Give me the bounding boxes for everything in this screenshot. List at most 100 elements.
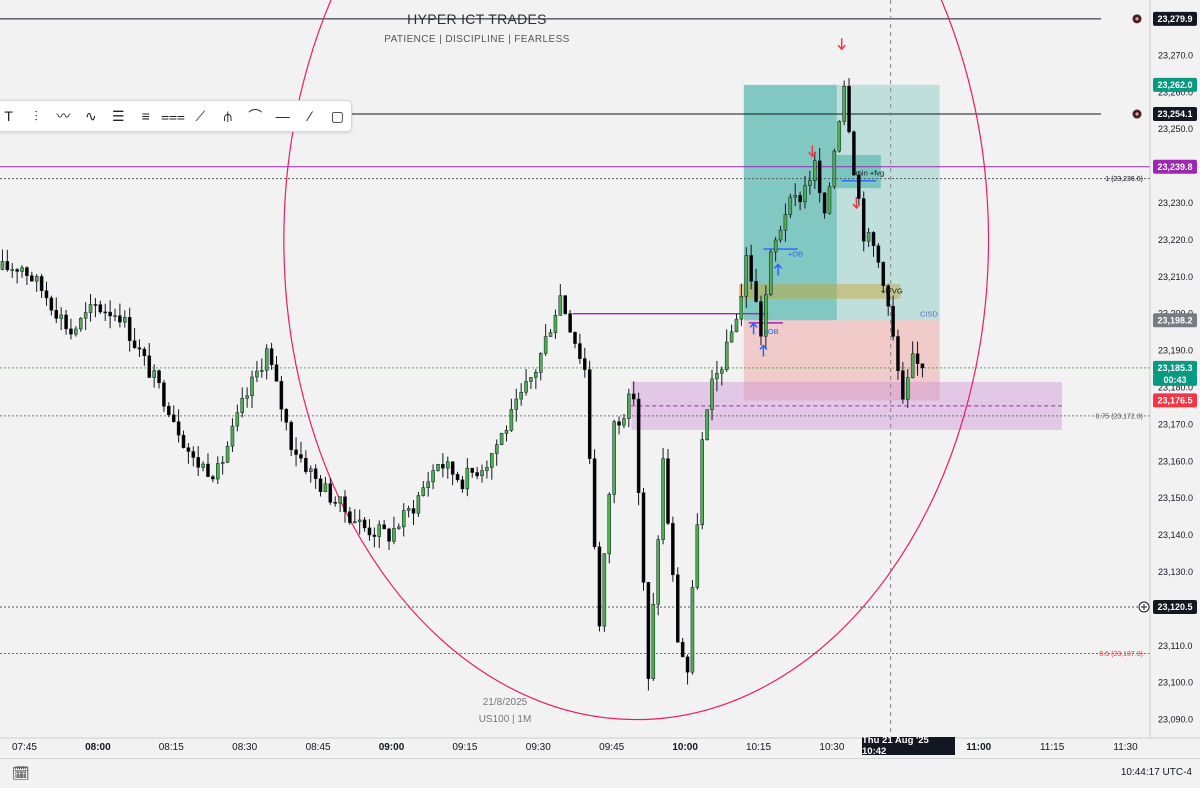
candle xyxy=(646,581,651,691)
price-tick-label: 23,250.0 xyxy=(1158,124,1193,134)
arc-tool-icon[interactable]: ⌒ xyxy=(248,108,263,124)
price-badge-text: 23,176.5 xyxy=(1157,396,1192,406)
candle-body xyxy=(392,528,396,542)
candle-body xyxy=(225,445,230,463)
candle-body xyxy=(553,315,558,333)
candle-body xyxy=(685,656,690,673)
candle-body xyxy=(901,370,905,400)
candle xyxy=(127,307,132,352)
pitchfork-icon[interactable]: ⫛ xyxy=(223,107,232,124)
candle xyxy=(118,303,122,328)
time-tick-label: 11:30 xyxy=(1113,742,1138,753)
candle-body xyxy=(323,483,328,492)
path-tool-icon[interactable]: ∿ xyxy=(85,107,97,124)
brush-tool-icon[interactable]: 〰 xyxy=(56,108,71,124)
price-badge-bg xyxy=(1153,77,1197,92)
candle-body xyxy=(886,285,890,307)
candle xyxy=(441,453,445,478)
candle-body xyxy=(920,363,925,369)
candle xyxy=(729,324,734,343)
candle xyxy=(318,474,323,497)
candle xyxy=(289,420,293,457)
candle xyxy=(411,500,416,526)
candle xyxy=(666,449,670,525)
fib-fan-icon[interactable]: ⟋ xyxy=(195,107,206,124)
candle-body xyxy=(215,463,220,480)
candle xyxy=(401,503,406,537)
candle xyxy=(710,369,714,421)
arrow-head xyxy=(759,344,768,351)
time-tick-label: 08:45 xyxy=(306,742,331,753)
candle-body xyxy=(211,476,215,480)
candle-body xyxy=(783,214,788,231)
candle-body xyxy=(651,604,656,679)
candle-body xyxy=(675,574,680,643)
candle-body xyxy=(822,192,827,214)
candle-body xyxy=(289,422,293,451)
countdown-text: 00:43 xyxy=(1163,375,1186,385)
candle xyxy=(627,388,631,428)
candle xyxy=(49,295,54,316)
candle-body xyxy=(255,370,259,378)
pin-tool-icon[interactable]: ⫶ xyxy=(34,107,38,124)
candle-body xyxy=(445,461,450,469)
trend-line-icon[interactable]: ⁄ xyxy=(308,108,312,124)
horizontal-line-icon[interactable]: — xyxy=(275,108,290,124)
candle xyxy=(304,450,308,475)
regression-trend-icon[interactable]: ≡ xyxy=(141,108,150,124)
candle xyxy=(103,303,107,321)
candle-body xyxy=(397,526,401,529)
candle-body xyxy=(524,381,528,393)
candle-body xyxy=(401,510,406,528)
candle xyxy=(264,344,269,380)
time-tick-label: 07:45 xyxy=(12,742,37,753)
candle-body xyxy=(39,276,44,292)
candle xyxy=(759,295,763,346)
candle xyxy=(778,225,783,243)
arrow-up-icon xyxy=(774,263,783,276)
candle-body xyxy=(279,381,284,410)
candle xyxy=(137,339,142,358)
fib-level-label: 0.5 (23,107.9) xyxy=(1099,651,1143,658)
candle-body xyxy=(465,467,470,490)
candle-body xyxy=(328,483,333,503)
parallel-channel-icon[interactable]: ☰ xyxy=(111,107,125,124)
candle xyxy=(362,516,367,532)
candle xyxy=(465,458,470,497)
candle-body xyxy=(754,281,758,302)
fib-retracement-icon[interactable]: ⩶ xyxy=(161,107,186,124)
calendar-icon[interactable]: 🗓 xyxy=(12,765,30,781)
candle xyxy=(720,366,724,386)
price-tick-label: 23,210.0 xyxy=(1158,272,1193,282)
candle xyxy=(822,192,827,219)
candle xyxy=(896,329,900,380)
candle-body xyxy=(494,444,499,454)
candle-body xyxy=(103,311,107,314)
arrow-up-icon xyxy=(759,344,768,357)
price-tick-label: 23,180.0 xyxy=(1158,382,1193,392)
candle-body xyxy=(798,195,802,203)
bottom-toolbar: 🗓 10:44:17 UTC-4 xyxy=(0,758,1200,788)
candle xyxy=(700,432,705,530)
candle xyxy=(744,247,749,308)
candle xyxy=(504,425,509,442)
text-tool-icon[interactable]: T xyxy=(4,108,13,124)
fib-arc xyxy=(283,0,990,721)
candle-body xyxy=(509,409,514,431)
rectangle-tool-icon[interactable]: ▢ xyxy=(330,107,344,124)
candle-body xyxy=(891,305,895,337)
price-tick-label: 23,170.0 xyxy=(1158,419,1193,429)
candle-body xyxy=(534,372,538,378)
candle xyxy=(583,347,587,378)
candle-body xyxy=(93,304,98,306)
candle xyxy=(59,307,63,331)
candle xyxy=(250,370,254,408)
candle-body xyxy=(313,468,318,480)
candle xyxy=(162,379,166,412)
candle xyxy=(142,346,147,366)
candle-body xyxy=(421,487,426,496)
candle xyxy=(255,361,259,383)
candle xyxy=(348,507,352,525)
price-tick-label: 23,260.0 xyxy=(1158,87,1193,97)
